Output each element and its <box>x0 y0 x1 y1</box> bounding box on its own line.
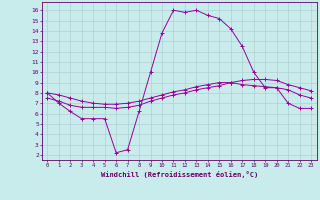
X-axis label: Windchill (Refroidissement éolien,°C): Windchill (Refroidissement éolien,°C) <box>100 171 258 178</box>
